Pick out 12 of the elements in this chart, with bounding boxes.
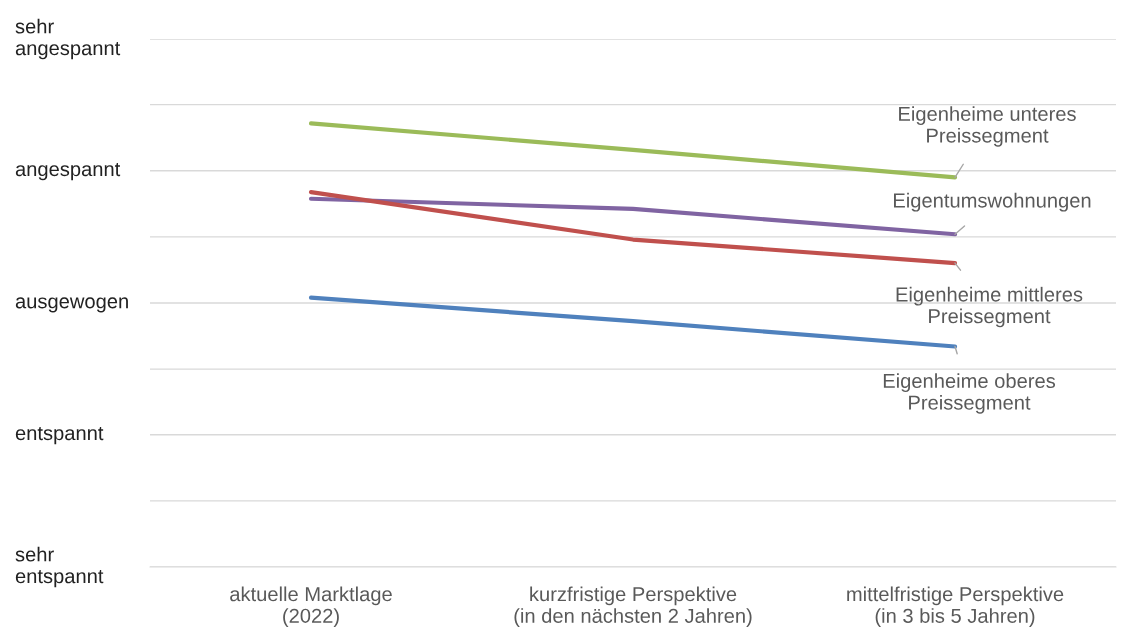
series-label: Eigenheime oberes Preissegment	[883, 373, 1056, 414]
ref-line-label: angespannt	[15, 162, 121, 181]
ref-line-label: sehr entspannt	[15, 546, 104, 588]
x-tick-label: aktuelle Marktlage (2022)	[230, 586, 392, 627]
ref-line-label: entspannt	[15, 426, 104, 445]
x-tick-label: kurzfristige Perspektive (in den nächsten 2 Jahren)	[514, 586, 752, 627]
series-label: Eigenheime unteres Preissegment	[899, 106, 1076, 147]
x-tick-label: mittelfristige Perspektive (in 3 bis 5 Jahren)	[847, 586, 1064, 627]
ref-line-label: sehr angespannt	[15, 18, 121, 60]
series-label: Eigentumswohnungen	[894, 192, 1091, 212]
series-label: Eigenheime mittleres Preissegment	[896, 286, 1083, 328]
ref-line-label: ausgewogen	[15, 297, 128, 313]
